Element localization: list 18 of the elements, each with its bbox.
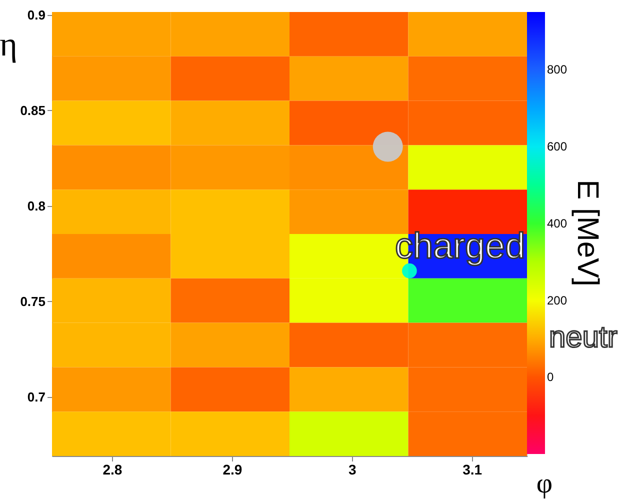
color-bar-label: 400: [547, 216, 568, 230]
color-bar-label: 0: [547, 370, 554, 384]
x-tick-label: 3: [348, 462, 356, 478]
y-axis-title: η: [0, 26, 18, 64]
color-bar-label: 800: [547, 62, 568, 77]
y-tick-label: 0.75: [20, 294, 46, 309]
x-tick-label: 2.8: [102, 462, 122, 478]
x-tick-label: 3.1: [462, 462, 482, 478]
x-tick-label: 2.9: [222, 462, 242, 478]
y-tick-label: 0.8: [27, 198, 46, 214]
x-axis-title: φ: [536, 468, 552, 500]
color-bar-label: 200: [547, 293, 568, 308]
y-tick-label: 0.7: [27, 389, 46, 404]
y-tick-label: 0.9: [27, 8, 46, 23]
text: neutr: [549, 321, 618, 354]
color-bar-label: 600: [547, 140, 568, 154]
color-bar-title: E [MeV]: [571, 180, 604, 286]
y-tick-label: 0.85: [20, 102, 46, 118]
